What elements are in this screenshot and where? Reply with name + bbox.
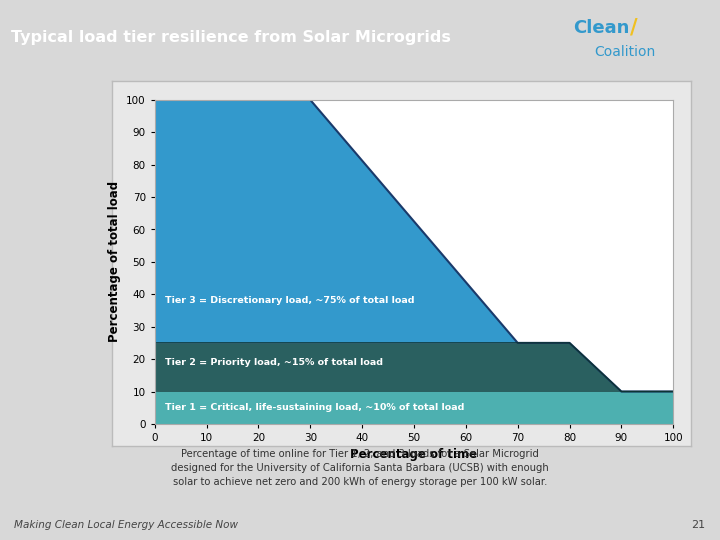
Text: Percentage of time online for Tier 1, 2, and 3 loads for a Solar Microgrid
desig: Percentage of time online for Tier 1, 2,…: [171, 449, 549, 487]
Text: /: /: [630, 18, 638, 38]
Text: Tier 3 = Discretionary load, ~75% of total load: Tier 3 = Discretionary load, ~75% of tot…: [165, 296, 415, 305]
Text: Typical load tier resilience from Solar Microgrids: Typical load tier resilience from Solar …: [11, 30, 451, 45]
Text: Coalition: Coalition: [594, 45, 655, 59]
Text: Tier 2 = Priority load, ~15% of total load: Tier 2 = Priority load, ~15% of total lo…: [165, 358, 383, 367]
Text: Tier 1 = Critical, life-sustaining load, ~10% of total load: Tier 1 = Critical, life-sustaining load,…: [165, 403, 464, 412]
Text: Clean: Clean: [574, 19, 630, 37]
Y-axis label: Percentage of total load: Percentage of total load: [107, 181, 120, 342]
Text: 21: 21: [691, 520, 706, 530]
Text: Making Clean Local Energy Accessible Now: Making Clean Local Energy Accessible Now: [14, 520, 238, 530]
X-axis label: Percentage of time: Percentage of time: [351, 449, 477, 462]
